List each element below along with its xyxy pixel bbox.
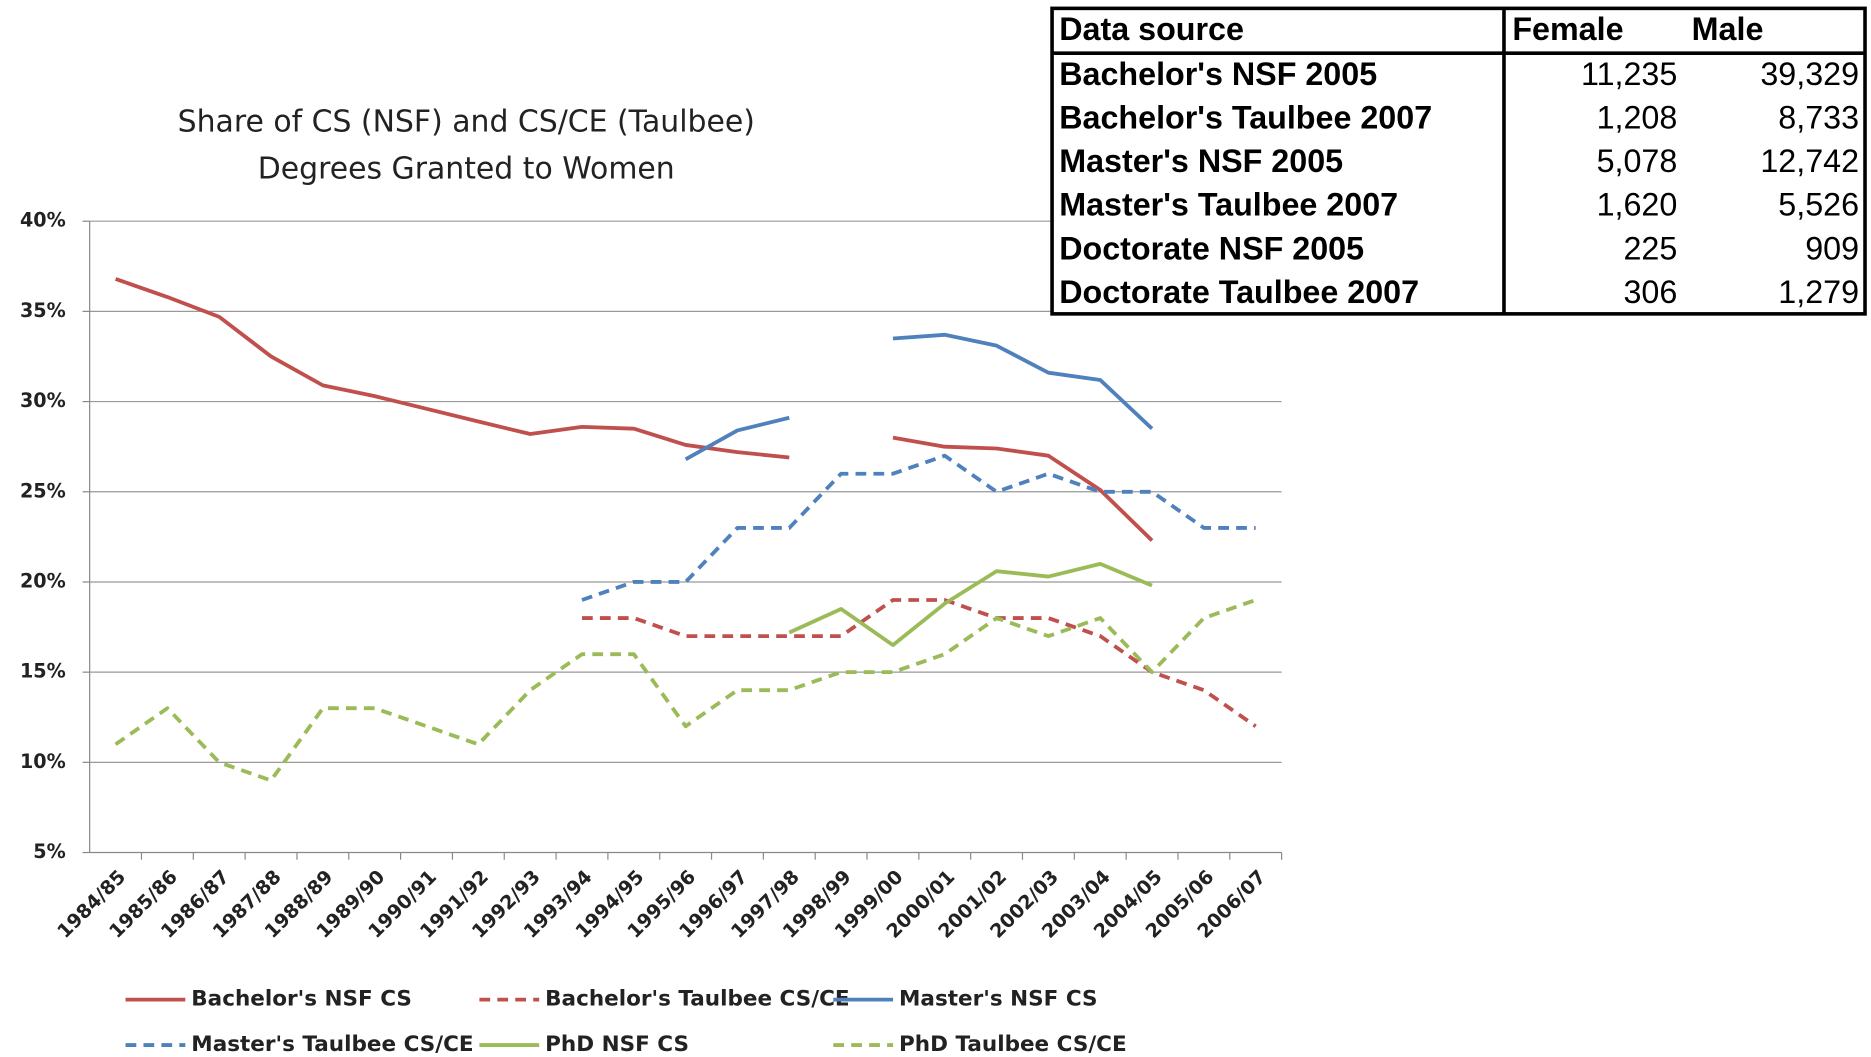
table-cell: 5,078	[1597, 143, 1678, 179]
table-cell: 225	[1623, 230, 1677, 266]
table-cell: Bachelor's NSF 2005	[1059, 56, 1377, 92]
table-cell: 1,620	[1597, 187, 1678, 223]
table-header: Data source	[1059, 11, 1244, 47]
table-header: Female	[1512, 11, 1623, 47]
legend-label: Bachelor's NSF CS	[191, 987, 412, 1012]
y-tick-label: 5%	[33, 840, 65, 863]
table-cell: 8,733	[1778, 99, 1859, 135]
legend-label: Bachelor's Taulbee CS/CE	[545, 987, 849, 1012]
series-line	[114, 598, 1257, 783]
y-tick-label: 20%	[20, 569, 66, 592]
y-tick-label: 10%	[20, 750, 66, 773]
table-cell: 11,235	[1581, 56, 1677, 92]
table-cell: Bachelor's Taulbee 2007	[1059, 99, 1432, 135]
table-cell: 909	[1805, 230, 1859, 266]
table-cell: Doctorate Taulbee 2007	[1059, 274, 1419, 310]
legend-label: Master's Taulbee CS/CE	[191, 1032, 473, 1057]
y-tick-label: 15%	[20, 660, 66, 683]
series-line	[684, 332, 1154, 461]
table-border	[1050, 6, 1867, 316]
y-tick-label: 25%	[20, 479, 66, 502]
series-line	[581, 598, 1257, 728]
table-cell: 5,526	[1778, 187, 1859, 223]
y-tick-label: 40%	[20, 209, 66, 232]
table-cell: 1,208	[1597, 99, 1678, 135]
chart-title: Share of CS (NSF) and CS/CE (Taulbee)	[178, 105, 755, 140]
table-cell: 306	[1623, 274, 1677, 310]
y-tick-label: 35%	[20, 299, 66, 322]
series-line	[788, 561, 1153, 647]
chart-title: Degrees Granted to Women	[258, 151, 675, 186]
table-header: Male	[1692, 11, 1764, 47]
table-cell: Doctorate NSF 2005	[1059, 230, 1364, 266]
y-tick-label: 30%	[20, 389, 66, 412]
series-line	[114, 277, 1154, 542]
table-cell: Master's Taulbee 2007	[1059, 187, 1398, 223]
legend-label: PhD NSF CS	[545, 1032, 689, 1057]
table-cell: 1,279	[1778, 274, 1859, 310]
series-line	[581, 453, 1256, 602]
legend-label: Master's NSF CS	[899, 987, 1097, 1012]
table-cell: 39,329	[1760, 56, 1859, 92]
table-cell: 12,742	[1760, 143, 1859, 179]
table-cell: Master's NSF 2005	[1059, 143, 1343, 179]
legend-label: PhD Taulbee CS/CE	[899, 1032, 1127, 1057]
